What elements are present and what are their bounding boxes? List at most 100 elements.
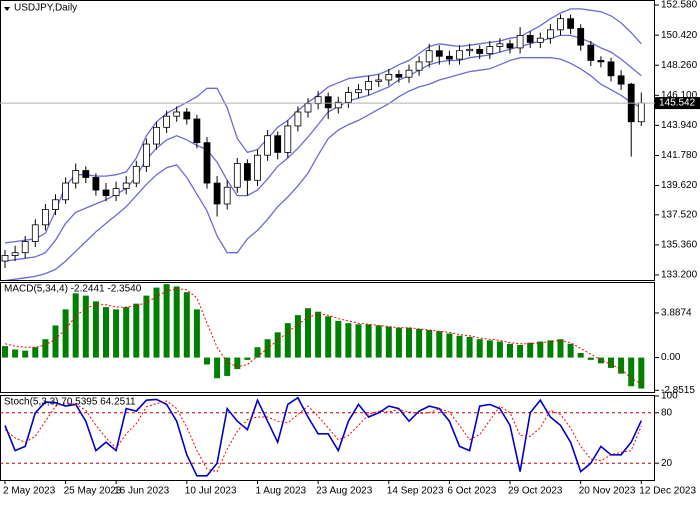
candle-body: [264, 135, 272, 156]
macd-bar: [234, 357, 241, 370]
candle-body: [385, 74, 393, 81]
macd-bar: [486, 340, 493, 358]
y-tick-label: 0.00: [661, 352, 681, 363]
panel-title: USDJPY,Daily: [14, 3, 77, 14]
macd-bar: [365, 324, 372, 358]
candle-body: [405, 69, 413, 78]
macd-bar: [608, 357, 614, 368]
candle-body: [102, 189, 110, 196]
y-tick-label: 135.360: [661, 240, 698, 251]
macd-bar: [456, 335, 463, 358]
current-price-label: 145.542: [659, 98, 696, 109]
candle-body: [324, 96, 332, 109]
candle-body: [577, 28, 585, 46]
macd-bar: [587, 357, 594, 360]
candle-body: [486, 46, 494, 54]
macd-panel: [0, 282, 655, 393]
macd-bar: [224, 357, 231, 376]
candle-body: [122, 182, 130, 190]
candle-body: [243, 163, 251, 181]
x-tick-label: 10 Jul 2023: [185, 486, 237, 497]
y-tick-label: 152.580: [661, 0, 698, 11]
candle-body: [425, 50, 433, 63]
current-price-box: [655, 97, 700, 110]
macd-bar: [2, 346, 8, 358]
y-tick-label: 3.8874: [661, 308, 692, 319]
candle-body: [496, 43, 504, 47]
candle-body: [355, 89, 362, 93]
candle-body: [183, 111, 191, 120]
candle-body: [314, 96, 322, 105]
macd-bar: [527, 342, 534, 358]
macd-bar: [618, 357, 625, 374]
macd-bar: [507, 343, 513, 358]
y-tick-label: -2.8515: [661, 385, 695, 396]
candle-body: [142, 143, 150, 167]
macd-bar: [193, 309, 200, 358]
macd-bar: [153, 287, 160, 358]
macd-bar: [22, 350, 29, 358]
y-tick-label: 133.200: [661, 270, 698, 281]
candle-body: [617, 75, 625, 85]
y-tick-label: 141.780: [661, 150, 698, 161]
panel-title: Stoch(5,3,3) 70.5395 64.2511: [4, 397, 136, 408]
macd-bar: [345, 323, 352, 358]
x-tick-label: 12 Dec 2023: [639, 486, 696, 497]
candle-body: [173, 111, 181, 117]
candle-body: [365, 80, 373, 91]
x-tick-label: 25 May 2023: [64, 486, 122, 497]
y-tick-label: 80: [661, 407, 673, 418]
macd-bar: [214, 357, 221, 379]
candle-body: [223, 186, 231, 205]
macd-bar: [294, 315, 301, 358]
macd-bar: [335, 320, 342, 358]
macd-bar: [123, 307, 130, 358]
x-tick-label: 29 Oct 2023: [508, 486, 563, 497]
menu-arrow: [4, 7, 10, 11]
x-tick-label: 23 Aug 2023: [316, 486, 373, 497]
x-tick-label: 2 May 2023: [3, 486, 56, 497]
macd-bar: [72, 293, 79, 358]
macd-bar: [436, 331, 443, 358]
macd-bar: [92, 301, 99, 358]
macd-bar: [638, 357, 645, 389]
panel-plot: [0, 396, 655, 477]
macd-bar: [173, 286, 180, 358]
candle-body: [506, 43, 514, 49]
candle-body: [557, 18, 564, 31]
y-tick-label: 143.940: [661, 120, 698, 131]
candle-body: [203, 142, 211, 184]
candle-body: [334, 101, 342, 109]
macd-bar: [577, 352, 584, 358]
candle-body: [547, 29, 554, 39]
candle-body: [163, 115, 171, 128]
candle-body: [516, 35, 524, 49]
candle-body: [294, 111, 302, 127]
candle-body: [254, 154, 261, 181]
macd-bar: [12, 349, 19, 358]
x-tick-label: 6 Oct 2023: [447, 486, 496, 497]
macd-bar: [567, 343, 574, 358]
candle-body: [72, 170, 80, 184]
candle-body: [1, 255, 9, 262]
y-tick-label: 20: [661, 458, 673, 469]
macd-bar: [113, 309, 120, 358]
panel-plot: [0, 8, 655, 280]
macd-bar: [315, 311, 322, 358]
macd-bar: [325, 316, 332, 358]
macd-bar: [446, 333, 453, 358]
candle-body: [637, 102, 645, 123]
candle-body: [476, 48, 484, 54]
candle-body: [456, 50, 463, 60]
candle-body: [62, 182, 69, 201]
candle-body: [536, 37, 544, 43]
candle-body: [274, 135, 282, 153]
y-tick-label: 148.260: [661, 60, 698, 71]
candle-body: [466, 48, 474, 52]
macd-bar: [62, 309, 69, 358]
bollinger-upper: [4, 8, 642, 244]
macd-bar: [547, 340, 554, 358]
macd-bar: [204, 357, 210, 365]
macd-bar: [517, 344, 524, 358]
